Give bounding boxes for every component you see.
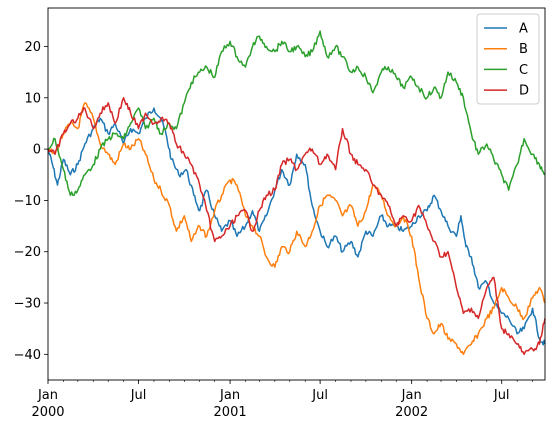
x-tick-label: Jan xyxy=(37,388,58,403)
legend-label-b: B xyxy=(519,42,528,57)
series-line-b xyxy=(47,102,546,356)
y-tick-label: 0 xyxy=(33,143,41,158)
x-tick-label: Jul xyxy=(311,388,328,403)
y-tick-label: −30 xyxy=(14,297,41,312)
series-line-a xyxy=(47,107,546,346)
legend-label-d: D xyxy=(519,84,529,99)
legend-box xyxy=(476,13,540,105)
x-tick-label: Jul xyxy=(493,388,510,403)
y-axis: 20 10 0 −10 −20 −30 −40 xyxy=(14,40,48,363)
legend-label-c: C xyxy=(519,63,528,78)
x-tick-label: Jan xyxy=(401,388,422,403)
x-tick-label: Jul xyxy=(130,388,147,403)
x-tick-year-label: 2000 xyxy=(31,405,64,420)
y-tick-label: −20 xyxy=(14,245,41,260)
y-tick-label: 20 xyxy=(24,40,41,55)
series-layer xyxy=(47,30,546,356)
series-line-d xyxy=(47,97,546,356)
x-tick-year-label: 2002 xyxy=(395,405,428,420)
y-tick-label: 10 xyxy=(24,91,41,106)
series-line-c xyxy=(47,30,546,197)
x-axis: Jan 2000 Jul Jan 2001 Jul Jan 2002 Jul xyxy=(31,380,533,420)
axes-frame xyxy=(47,7,546,381)
y-tick-label: −10 xyxy=(14,194,41,209)
legend-label-a: A xyxy=(519,22,528,37)
x-tick-label: Jan xyxy=(219,388,240,403)
x-tick-year-label: 2001 xyxy=(214,405,247,420)
y-tick-label: −40 xyxy=(14,348,41,363)
